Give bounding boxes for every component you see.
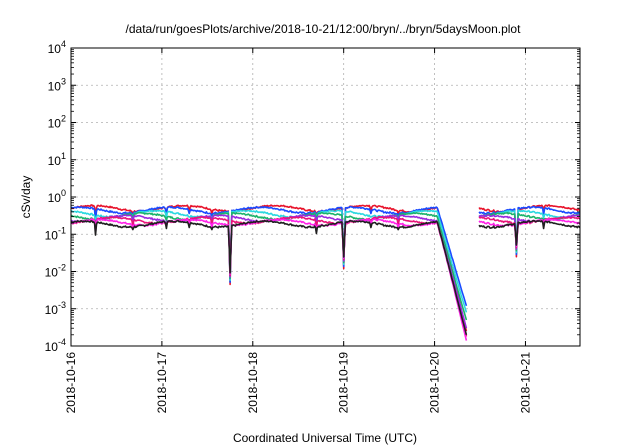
chart-title: /data/run/goesPlots/archive/2018-10-21/1… xyxy=(126,22,522,36)
series-line xyxy=(70,219,581,335)
x-tick-label: 2018-10-21 xyxy=(518,352,532,414)
y-tick-label: 10-4 xyxy=(45,337,66,354)
y-tick-label: 100 xyxy=(48,188,66,205)
x-tick-label: 2018-10-17 xyxy=(155,352,169,414)
x-tick-label: 2018-10-19 xyxy=(337,352,351,414)
y-tick-label: 101 xyxy=(48,151,66,168)
y-tick-label: 102 xyxy=(48,114,66,131)
y-tick-label: 10-2 xyxy=(45,263,66,280)
y-axis-label: cSv/day xyxy=(19,176,33,219)
x-tick-label: 2018-10-18 xyxy=(246,352,260,414)
x-axis-label: Coordinated Universal Time (UTC) xyxy=(233,431,417,445)
x-axis: 2018-10-16 2018-10-17 2018-10-18 2018-10-19… xyxy=(64,48,532,413)
y-tick-label: 10-1 xyxy=(45,225,66,242)
y-tick-label: 10-3 xyxy=(45,300,66,317)
x-tick-label: 2018-10-20 xyxy=(428,352,442,414)
y-tick-label: 104 xyxy=(48,39,66,56)
y-tick-label: 103 xyxy=(48,76,66,93)
x-tick-label: 2018-10-16 xyxy=(64,352,78,414)
series-lines xyxy=(70,204,581,341)
y-axis: 10-4 10-3 10-2 10-1 100 101 102 103 104 xyxy=(45,39,580,354)
